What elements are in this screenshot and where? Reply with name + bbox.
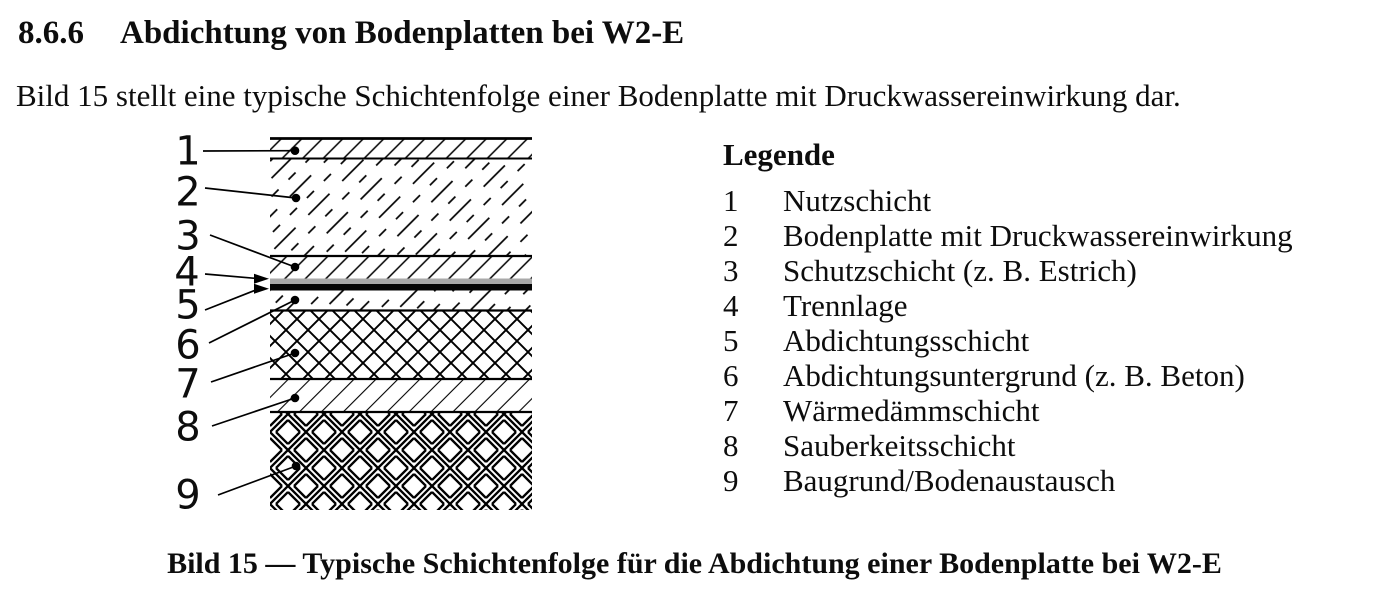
leader-6 (208, 299, 296, 344)
legend: Legende 1 Nutzschicht 2 Bodenplatte mit Dr… (723, 137, 1293, 499)
leader-5 (204, 288, 258, 311)
leader-8 (211, 397, 296, 427)
layer-6-abdichtungsuntergrund (270, 290, 532, 310)
legend-title: Legende (723, 137, 835, 172)
layer-4-trennlage-band (270, 278, 532, 284)
layer-8-sauberkeitsschicht (270, 379, 532, 412)
callout-5: 5 (175, 283, 200, 329)
legend-items: 1 Nutzschicht 2 Bodenplatte mit Druckwasse… (723, 183, 1293, 498)
layer-3-schutzschicht (270, 256, 532, 279)
callout-numbers: 1 2 3 4 5 6 7 8 9 (174, 129, 200, 519)
legend-item-label: Abdichtungsschicht (783, 323, 1030, 358)
legend-item-number: 5 (723, 323, 739, 358)
leader-arrowhead-5-icon (254, 283, 269, 294)
leader-dot-9 (291, 461, 301, 471)
leader-dot-2 (291, 193, 301, 203)
legend-item-9: 9 Baugrund/Bodenaustausch (723, 463, 1293, 498)
legend-item-label: Sauberkeitsschicht (783, 428, 1016, 463)
layer-9-baugrund (270, 412, 532, 510)
layer-7-waermedaemmschicht (270, 310, 532, 379)
legend-item-number: 9 (723, 463, 739, 498)
callout-8: 8 (175, 405, 200, 451)
legend-item-1: 1 Nutzschicht (723, 183, 1293, 218)
layer-boundary-lines (270, 137, 532, 414)
leader-9 (217, 465, 297, 496)
callout-6: 6 (175, 323, 200, 369)
legend-item-label: Nutzschicht (783, 183, 932, 218)
layer-stack (270, 139, 532, 510)
layer-5-abdichtung-band (270, 284, 532, 291)
leader-dot-3 (290, 262, 300, 272)
leader-dot-7 (290, 348, 300, 358)
legend-item-number: 4 (723, 288, 739, 323)
leader-dot-6 (290, 295, 300, 305)
leader-2 (204, 187, 297, 199)
callout-3: 3 (175, 214, 200, 260)
leader-4 (204, 273, 258, 280)
legend-item-number: 2 (723, 218, 739, 253)
legend-item-2: 2 Bodenplatte mit Druckwassereinwirkung (723, 218, 1293, 253)
layer-2-bodenplatte (270, 159, 532, 256)
leader-dot-1 (290, 146, 300, 155)
legend-item-4: 4 Trennlage (723, 288, 1293, 323)
legend-item-label: Schutzschicht (z. B. Estrich) (783, 253, 1137, 288)
figure-caption: Bild 15 — Typische Schichtenfolge für di… (167, 547, 1222, 580)
legend-item-number: 1 (723, 183, 739, 218)
legend-item-5: 5 Abdichtungsschicht (723, 323, 1293, 358)
intro-paragraph: Bild 15 stellt eine typische Schichtenfo… (16, 78, 1181, 113)
section-number: 8.6.6 (18, 15, 84, 51)
callout-7: 7 (175, 362, 200, 408)
leader-lines (202, 146, 301, 496)
legend-item-label: Trennlage (783, 288, 908, 323)
legend-item-number: 6 (723, 358, 739, 393)
leader-arrowhead-4-icon (254, 273, 269, 284)
section-title: Abdichtung von Bodenplatten bei W2-E (120, 15, 685, 51)
callout-9: 9 (175, 473, 200, 519)
legend-item-label: Abdichtungsuntergrund (z. B. Beton) (783, 358, 1245, 393)
callout-4: 4 (174, 250, 199, 296)
legend-item-3: 3 Schutzschicht (z. B. Estrich) (723, 253, 1293, 288)
legend-item-number: 8 (723, 428, 739, 463)
legend-item-number: 3 (723, 253, 739, 288)
callout-2: 2 (175, 170, 200, 216)
legend-item-8: 8 Sauberkeitsschicht (723, 428, 1293, 463)
callout-1: 1 (175, 129, 200, 175)
legend-item-label: Baugrund/Bodenaustausch (783, 463, 1116, 498)
layer-1-nutzschicht (270, 139, 532, 158)
legend-item-label: Wärmedämmschicht (783, 393, 1040, 428)
legend-item-label: Bodenplatte mit Druckwassereinwirkung (783, 218, 1293, 253)
leader-7 (210, 352, 296, 383)
leader-3 (209, 234, 296, 268)
legend-item-7: 7 Wärmedämmschicht (723, 393, 1293, 428)
legend-item-number: 7 (723, 393, 739, 428)
legend-item-6: 6 Abdichtungsuntergrund (z. B. Beton) (723, 358, 1293, 393)
section-heading: 8.6.6 Abdichtung von Bodenplatten bei W2-… (18, 15, 684, 52)
leader-dot-8 (290, 393, 300, 403)
